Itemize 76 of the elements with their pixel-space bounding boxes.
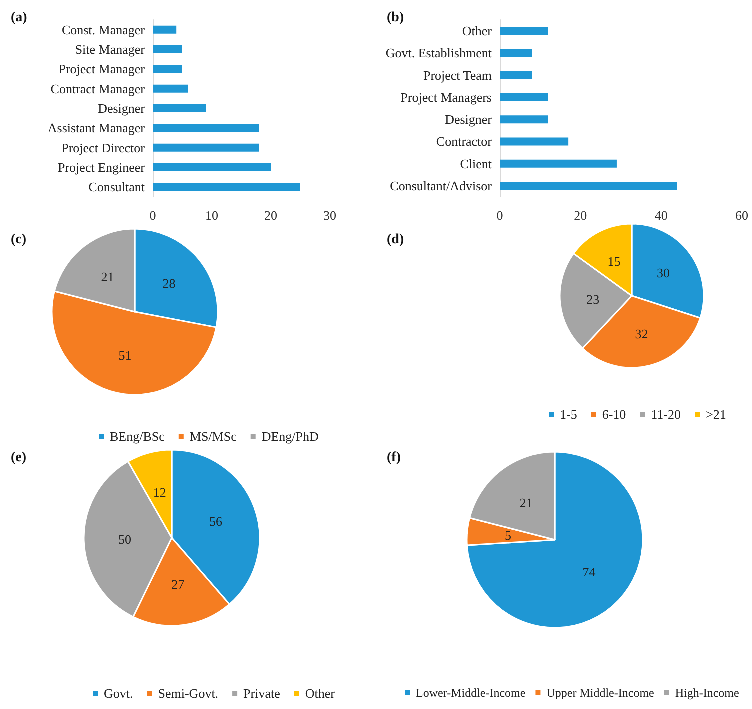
text: (a)	[11, 10, 28, 26]
bar	[500, 71, 532, 80]
bar	[153, 183, 300, 192]
x-tick-label: 0	[496, 208, 504, 223]
chart-title: (b)	[387, 10, 404, 26]
y-tick-label: Project Managers	[400, 90, 492, 105]
bar	[500, 27, 548, 36]
data-label: 5	[504, 528, 512, 544]
data-label: 56	[210, 514, 224, 530]
data-label: 21	[101, 269, 114, 284]
legend-label: 11-20	[651, 407, 682, 422]
legend-label: BEng/BSc	[110, 429, 166, 444]
chart-title: (f)	[387, 450, 402, 466]
bar	[153, 164, 271, 172]
legend-label: Other	[305, 686, 336, 701]
legend-label: Govt.	[104, 686, 134, 701]
bar	[500, 160, 617, 168]
y-tick-label: Project Director	[62, 140, 146, 156]
y-tick-label: Designer	[445, 112, 493, 128]
data-label: 23	[586, 292, 600, 308]
legend-label: Lower-Middle-Income	[416, 686, 526, 700]
bar	[500, 49, 532, 58]
x-tick-label: 40	[654, 208, 668, 223]
legend-label: >21	[706, 407, 726, 422]
y-tick-label: Contract Manager	[50, 81, 146, 96]
y-tick-label: Designer	[98, 101, 146, 116]
y-tick-label: Consultant/Advisor	[390, 178, 493, 194]
data-label: 15	[608, 254, 621, 269]
data-label: 30	[657, 266, 670, 281]
bar	[153, 46, 182, 54]
y-tick-label: Project Engineer	[58, 160, 146, 175]
bar	[500, 93, 548, 102]
y-tick-label: Project Manager	[58, 62, 146, 77]
bar	[153, 26, 177, 34]
bar	[153, 84, 188, 93]
legend-label: High-Income	[675, 686, 740, 700]
bar	[153, 124, 260, 132]
legend-label: Upper Middle-Income	[546, 686, 654, 700]
data-label: 51	[118, 348, 132, 363]
legend-label: Private	[244, 686, 281, 701]
y-tick-label: Contractor	[436, 134, 493, 150]
x-tick-label: 0	[150, 208, 156, 223]
x-tick-label: 10	[206, 208, 218, 223]
data-label: 21	[520, 495, 533, 510]
bar	[153, 104, 206, 112]
data-label: 12	[153, 485, 166, 500]
y-tick-label: Govt. Establishment	[386, 46, 492, 61]
bar	[153, 144, 260, 152]
y-tick-label: Consultant	[88, 180, 146, 195]
text: (d)	[387, 232, 404, 248]
y-tick-label: Project Team	[423, 68, 492, 83]
y-tick-label: Other	[462, 24, 493, 39]
x-tick-label: 60	[736, 208, 748, 223]
y-tick-label: Const. Manager	[62, 22, 146, 38]
legend-label: MS/MSc	[190, 429, 238, 444]
bar	[500, 138, 569, 146]
y-tick-label: Assistant Manager	[48, 120, 146, 136]
y-tick-label: Site Manager	[75, 42, 146, 57]
x-tick-label: 30	[324, 208, 336, 223]
bar	[500, 116, 548, 124]
bar	[153, 65, 182, 74]
legend-label: DEng/PhD	[262, 429, 319, 444]
data-label: 74	[582, 564, 596, 580]
x-tick-label: 20	[574, 208, 588, 223]
legend-label: 1-5	[560, 407, 578, 422]
data-label: 32	[635, 326, 648, 342]
bar	[500, 182, 678, 190]
legend-label: Semi-Govt.	[158, 686, 219, 701]
chart-title: (c)	[11, 232, 27, 248]
x-tick-label: 20	[264, 208, 278, 223]
data-label: 27	[172, 577, 186, 592]
data-label: 28	[162, 276, 176, 292]
chart-title: (e)	[11, 450, 27, 466]
data-label: 50	[118, 532, 132, 548]
legend-label: 6-10	[602, 407, 626, 422]
y-tick-label: Client	[460, 156, 492, 172]
